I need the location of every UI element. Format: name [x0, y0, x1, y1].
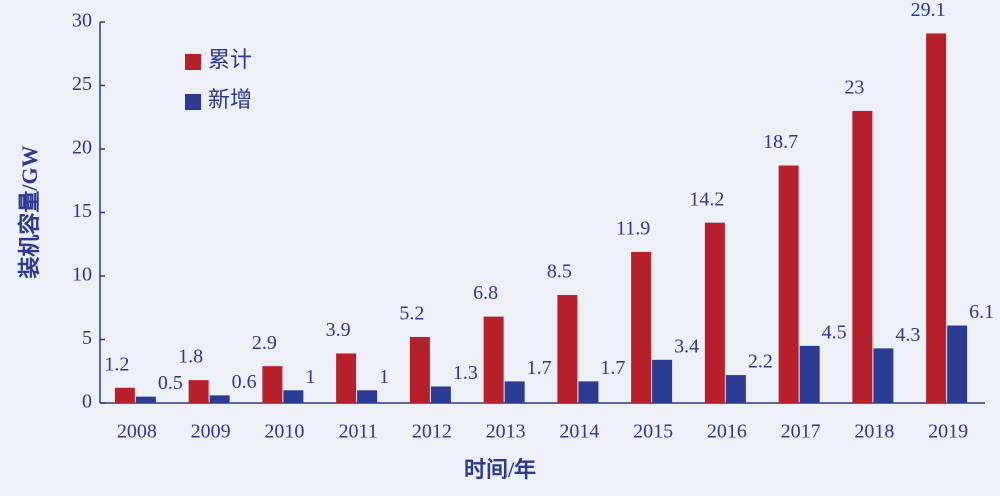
bar: [209, 395, 230, 403]
bar: [926, 33, 947, 404]
value-label: 1.7: [527, 357, 552, 379]
value-label: 4.3: [895, 324, 920, 346]
value-label: 6.1: [969, 301, 994, 323]
bar: [947, 325, 968, 403]
x-axis-label: 时间/年: [464, 457, 536, 482]
value-label: 3.9: [326, 319, 351, 341]
y-tick-label: 5: [82, 327, 92, 349]
x-tick-label: 2016: [707, 421, 747, 443]
legend-swatch: [185, 54, 201, 70]
bar: [409, 336, 430, 403]
bar: [135, 396, 156, 403]
value-label: 3.4: [674, 335, 699, 357]
x-tick-label: 2019: [928, 421, 968, 443]
x-tick-label: 2013: [486, 421, 526, 443]
bar: [357, 390, 378, 403]
bar: [799, 345, 820, 403]
bar: [725, 375, 746, 403]
x-tick-label: 2011: [338, 421, 377, 443]
value-label: 6.8: [473, 282, 498, 304]
x-tick-label: 2017: [781, 421, 821, 443]
bar: [262, 366, 283, 403]
bar: [483, 316, 504, 403]
value-label: 1: [305, 366, 315, 388]
value-label: 5.2: [399, 303, 424, 325]
value-label: 1.2: [104, 353, 129, 375]
y-tick-label: 10: [72, 264, 92, 286]
value-label: 0.5: [158, 372, 183, 394]
y-tick-label: 15: [72, 200, 92, 222]
x-tick-label: 2008: [117, 421, 157, 443]
value-label: 29.1: [911, 0, 946, 21]
bar: [652, 359, 673, 403]
value-label: 8.5: [547, 261, 572, 283]
value-label: 18.7: [763, 131, 798, 153]
y-tick-label: 20: [72, 137, 92, 159]
bar: [631, 251, 652, 403]
x-tick-label: 2009: [191, 421, 231, 443]
x-tick-label: 2018: [854, 421, 894, 443]
bar: [188, 380, 209, 403]
value-label: 4.5: [822, 321, 847, 343]
x-tick-label: 2015: [633, 421, 673, 443]
value-label: 23: [844, 76, 864, 98]
legend-label: 累计: [208, 47, 252, 72]
value-label: 14.2: [689, 188, 724, 210]
bar: [283, 390, 304, 403]
y-tick-label: 30: [72, 10, 92, 32]
bar: [704, 222, 725, 403]
bar: [852, 110, 873, 404]
x-tick-label: 2010: [264, 421, 304, 443]
x-tick-label: 2014: [559, 421, 599, 443]
bar: [578, 381, 599, 403]
legend-label: 新增: [208, 87, 252, 112]
value-label: 11.9: [616, 217, 650, 239]
bar: [557, 295, 578, 403]
y-axis-label: 装机容量/GW: [17, 145, 42, 278]
value-label: 1.8: [178, 346, 203, 368]
legend-swatch: [185, 94, 201, 110]
bar: [114, 387, 135, 403]
value-label: 1.7: [600, 357, 625, 379]
value-label: 2.2: [748, 351, 773, 373]
y-tick-label: 0: [82, 391, 92, 413]
x-tick-label: 2012: [412, 421, 452, 443]
bar: [504, 381, 525, 403]
y-tick-label: 25: [72, 73, 92, 95]
bar: [430, 386, 451, 403]
value-label: 0.6: [232, 371, 257, 393]
value-label: 1: [379, 366, 389, 388]
value-label: 1.3: [453, 362, 478, 384]
bar: [873, 348, 894, 403]
bar: [778, 165, 799, 403]
value-label: 2.9: [252, 332, 277, 354]
bar: [336, 353, 357, 403]
